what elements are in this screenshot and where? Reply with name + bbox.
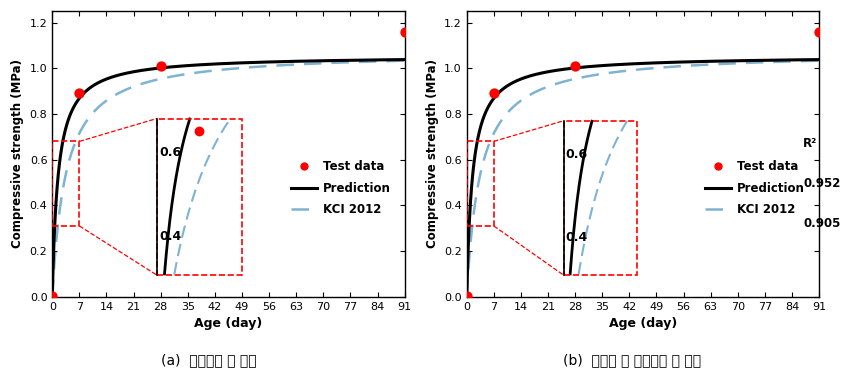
Bar — [157, 118, 241, 275]
Point — [192, 128, 206, 134]
Point — [460, 293, 473, 299]
Text: 0.6: 0.6 — [159, 146, 181, 159]
Bar — [467, 141, 493, 226]
Y-axis label: Compressive strength (MPa): Compressive strength (MPa) — [11, 59, 24, 249]
Text: R²: R² — [803, 137, 816, 151]
Text: (a)  설계기준 식 활용: (a) 설계기준 식 활용 — [161, 353, 257, 367]
X-axis label: Age (day): Age (day) — [608, 317, 676, 330]
Text: 0.905: 0.905 — [803, 217, 839, 230]
Point — [73, 91, 86, 96]
Bar — [563, 121, 636, 275]
Point — [811, 29, 825, 35]
Y-axis label: Compressive strength (MPa): Compressive strength (MPa) — [425, 59, 438, 249]
Bar — [52, 141, 79, 226]
Bar — [563, 121, 636, 275]
Point — [567, 63, 581, 69]
Text: 0.4: 0.4 — [566, 231, 588, 244]
Text: (b)  제안식 및 설계기준 식 비교: (b) 제안식 및 설계기준 식 비교 — [562, 353, 700, 367]
Text: 0.4: 0.4 — [159, 230, 181, 243]
X-axis label: Age (day): Age (day) — [194, 317, 262, 330]
Point — [45, 293, 59, 299]
Text: 0.6: 0.6 — [566, 148, 587, 161]
Bar — [157, 118, 241, 275]
Legend: Test data, Prediction, KCI 2012: Test data, Prediction, KCI 2012 — [286, 156, 395, 221]
Legend: Test data, Prediction, KCI 2012: Test data, Prediction, KCI 2012 — [699, 156, 809, 221]
Text: 0.952: 0.952 — [803, 177, 839, 190]
Point — [397, 29, 411, 35]
Point — [486, 91, 500, 96]
Point — [154, 63, 167, 69]
